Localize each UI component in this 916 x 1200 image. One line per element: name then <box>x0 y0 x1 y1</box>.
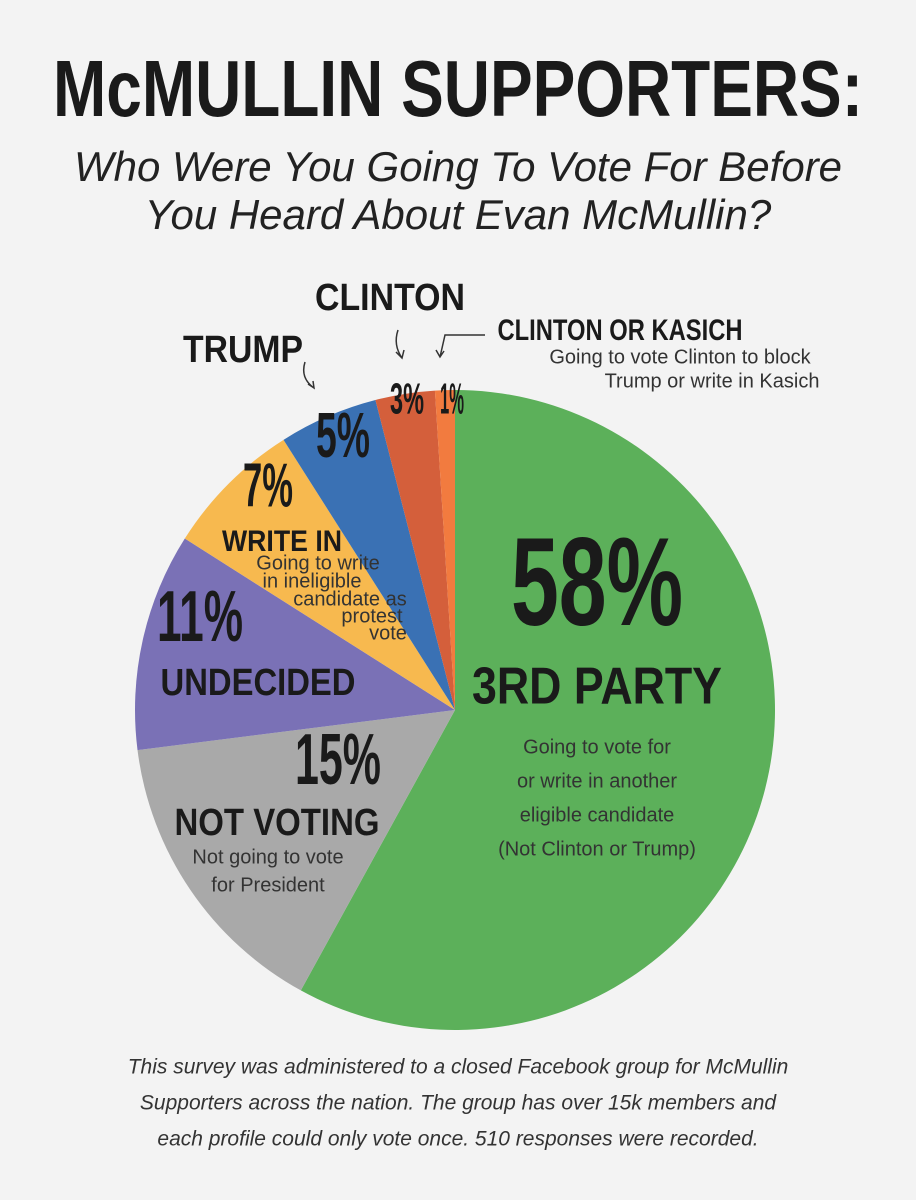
category-label: NOT VOTING <box>175 802 380 844</box>
description-line: (Not Clinton or Trump) <box>498 838 696 860</box>
description-line: vote <box>369 622 407 644</box>
subtitle-line: Who Were You Going To Vote For Before <box>74 143 842 190</box>
category-label: WRITE IN <box>222 525 342 558</box>
description-line: Going to write <box>256 552 379 574</box>
value-label: 58% <box>511 513 683 652</box>
pie-slice <box>300 390 775 1030</box>
description-line: eligible candidate <box>520 804 675 826</box>
description-line: for President <box>211 874 325 896</box>
category-label: 3RD PARTY <box>472 658 722 716</box>
value-label: 15% <box>295 720 381 800</box>
footnote-line: each profile could only vote once. 510 r… <box>157 1128 758 1151</box>
pie-slice <box>283 400 455 710</box>
pie-slice <box>375 390 455 710</box>
description-line: Going to vote Clinton to block <box>549 346 811 368</box>
description-line: or write in another <box>517 770 677 792</box>
description-line: Going to vote for <box>523 736 671 758</box>
description-line: Not going to vote <box>192 846 343 868</box>
pie-slice <box>137 710 455 991</box>
category-label: TRUMP <box>183 329 303 371</box>
description-line: Trump or write in Kasich <box>605 370 820 392</box>
category-label: CLINTON <box>315 277 465 319</box>
value-label: 5% <box>316 399 370 471</box>
value-label: 7% <box>243 451 293 520</box>
arrow <box>395 329 405 360</box>
footnote-line: Supporters across the nation. The group … <box>140 1092 778 1115</box>
category-label: CLINTON OR KASICH <box>498 314 743 347</box>
value-label: 3% <box>390 375 424 424</box>
arrow <box>435 334 485 359</box>
description-line: candidate as <box>293 588 406 610</box>
description-line: protest <box>341 605 403 627</box>
subtitle-line: You Heard About Evan McMullin? <box>145 191 772 238</box>
arrow <box>302 361 315 390</box>
footnote-line: This survey was administered to a closed… <box>128 1056 789 1079</box>
pie-slice <box>135 538 455 751</box>
pie-slice <box>434 390 455 710</box>
pie-slice <box>184 439 455 710</box>
value-label: 1% <box>440 375 464 424</box>
value-label: 11% <box>157 577 243 657</box>
description-line: in ineligible <box>263 570 362 592</box>
category-label: UNDECIDED <box>161 662 356 704</box>
title: McMULLIN SUPPORTERS: <box>53 44 863 133</box>
